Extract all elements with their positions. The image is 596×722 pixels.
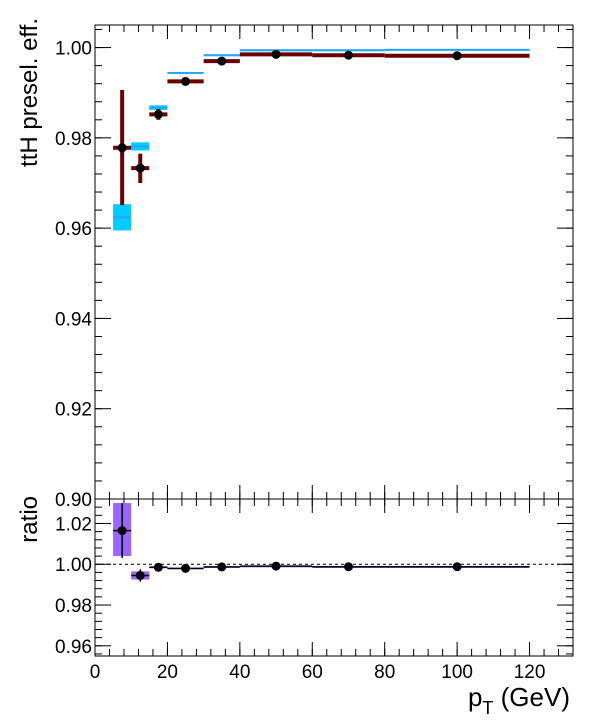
measurement-point xyxy=(153,109,163,119)
x-axis-label: pT (GeV) xyxy=(468,682,570,718)
x-tick-label: 120 xyxy=(514,662,546,683)
ratio-frame xyxy=(94,498,574,657)
ratio-panel: 0.96 0.98 1.00 1.02 0 20 40 60 80 100 120 xyxy=(55,498,574,683)
ratio-y-tick-label: 1.00 xyxy=(55,555,92,576)
top-y-tick-label: 0.96 xyxy=(55,219,92,240)
measurement-point xyxy=(271,49,281,59)
x-tick-label: 60 xyxy=(302,662,323,683)
x-tick-label: 100 xyxy=(441,662,473,683)
ratio-y-tick-label: 0.96 xyxy=(55,637,92,658)
ratio-point xyxy=(343,562,353,572)
measurement-point xyxy=(343,50,353,60)
measurement-point xyxy=(135,163,145,173)
x-tick-label: 20 xyxy=(157,662,178,683)
ratio-y-axis-label: ratio xyxy=(16,496,43,543)
x-axis-label-subscript: T xyxy=(482,698,493,718)
ratio-point xyxy=(217,562,227,572)
ratio-point xyxy=(117,526,127,536)
ratio-y-tick-label: 0.98 xyxy=(55,596,92,617)
ratio-point xyxy=(271,561,281,571)
top-y-axis-label: ttH presel. eff. xyxy=(16,18,43,167)
x-tick-label: 40 xyxy=(229,662,250,683)
x-tick-label: 80 xyxy=(374,662,395,683)
measurement-point xyxy=(181,76,191,86)
ratio-y-tick-label: 1.02 xyxy=(55,514,92,535)
ratio-point xyxy=(181,563,191,573)
ratio-point xyxy=(452,562,462,572)
x-axis-label-main: p xyxy=(468,682,482,712)
top-y-tick-label: 0.94 xyxy=(55,309,92,330)
top-panel: 0.90 0.92 0.94 0.96 0.98 1.00 xyxy=(55,24,574,511)
ratio-point xyxy=(135,570,145,580)
x-axis-label-units: (GeV) xyxy=(493,682,570,712)
measurement-point xyxy=(452,51,462,61)
top-y-tick-label: 1.00 xyxy=(55,39,92,60)
x-tick-label: 0 xyxy=(90,662,101,683)
measurement-point xyxy=(117,143,127,153)
ratio-point xyxy=(153,562,163,572)
top-y-tick-label: 0.98 xyxy=(55,129,92,150)
top-y-tick-label: 0.90 xyxy=(55,490,92,511)
measurement-point xyxy=(217,56,227,66)
top-y-tick-label: 0.92 xyxy=(55,400,92,421)
